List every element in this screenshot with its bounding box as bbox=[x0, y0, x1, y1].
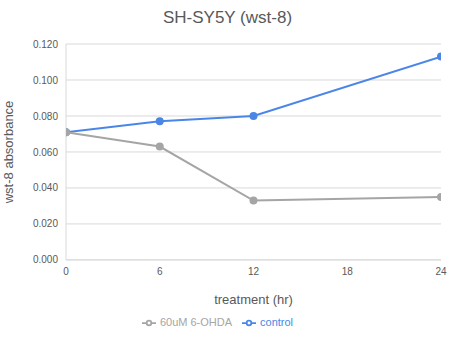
html-text:60uM 6-OHDA: 60uM 6-OHDA bbox=[159, 315, 232, 328]
svg-text:0.080: 0.080 bbox=[33, 111, 58, 122]
html-text:SH-SY5Y (wst-8): SH-SY5Y (wst-8) bbox=[162, 8, 292, 27]
svg-text:0.020: 0.020 bbox=[33, 218, 58, 229]
svg-text:0.040: 0.040 bbox=[33, 182, 58, 193]
svg-text:wst-8 absorbance: wst-8 absorbance bbox=[1, 101, 16, 205]
svg-text:18: 18 bbox=[342, 266, 354, 277]
svg-text:treatment (hr): treatment (hr) bbox=[214, 292, 293, 307]
svg-text:0: 0 bbox=[63, 266, 69, 277]
svg-text:0.100: 0.100 bbox=[33, 75, 58, 86]
svg-text:0.060: 0.060 bbox=[33, 147, 58, 158]
svg-text:0.000: 0.000 bbox=[33, 254, 58, 265]
svg-text:6: 6 bbox=[157, 266, 163, 277]
svg-text:12: 12 bbox=[248, 266, 260, 277]
svg-text:24: 24 bbox=[435, 266, 447, 277]
html-text:control: control bbox=[260, 315, 294, 328]
svg-text:0.120: 0.120 bbox=[33, 39, 58, 50]
